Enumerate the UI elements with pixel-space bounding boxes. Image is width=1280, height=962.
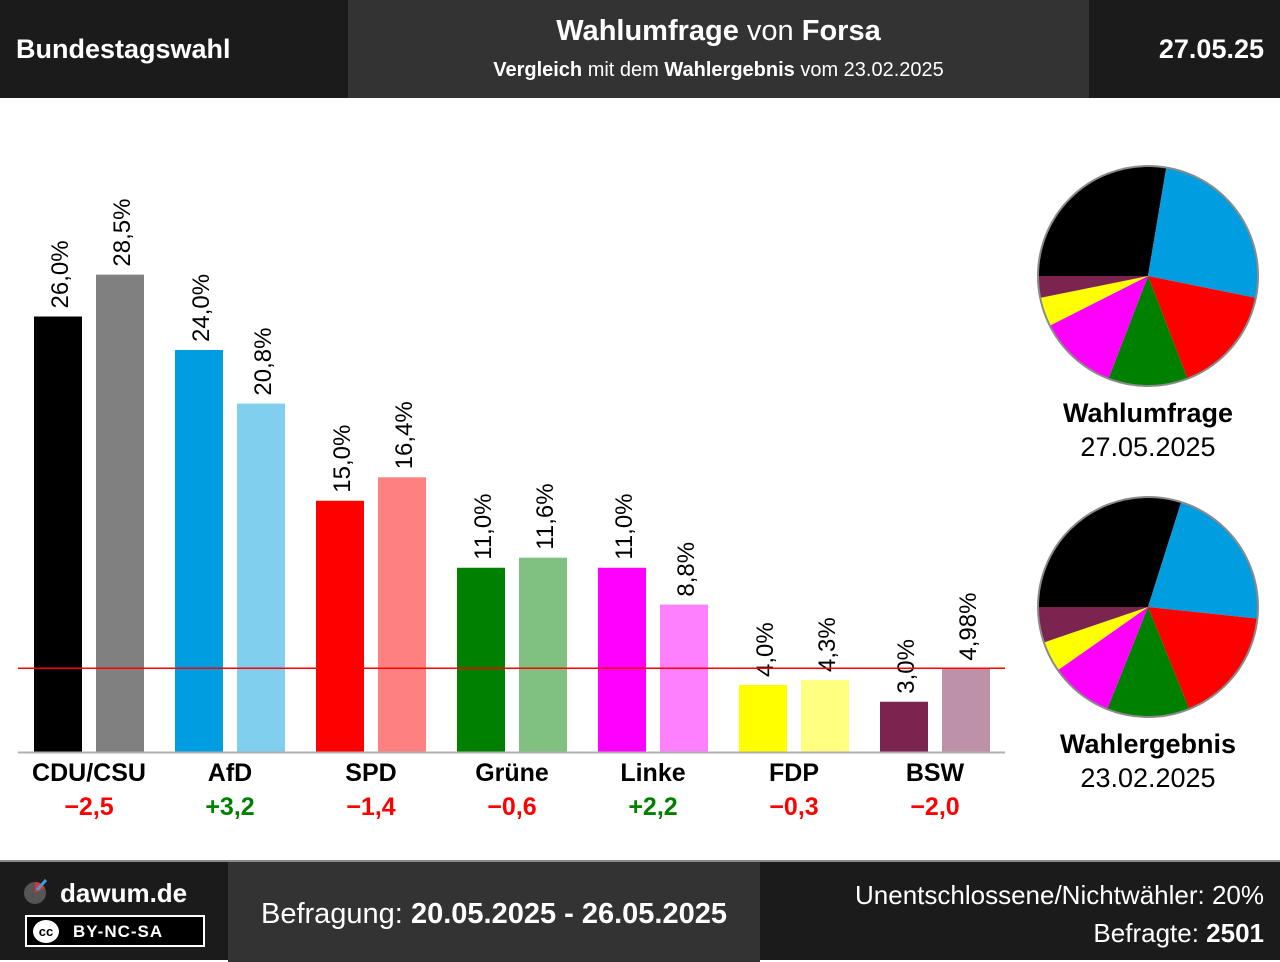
category-label: SPD <box>345 759 396 787</box>
pie-outline <box>1037 165 1259 387</box>
page-subtitle: Vergleich mit dem Wahlergebnis vom 23.02… <box>348 59 1089 82</box>
pie-charts: Wahlumfrage 27.05.2025 Wahlergebnis 23.02.2… <box>1037 165 1259 793</box>
title-poll: Wahlumfrage <box>556 15 739 47</box>
pie-slice-afd <box>1148 167 1258 298</box>
cc-icon: cc <box>33 920 59 943</box>
diff-label: −0,6 <box>487 793 536 821</box>
region-title: Bundestagswahl <box>16 34 231 64</box>
bar-cdu-csu-result <box>96 274 144 752</box>
category-label: Linke <box>620 759 685 787</box>
pie-slice-linke <box>1057 607 1148 710</box>
data-label: 8,8% <box>673 542 700 597</box>
data-label: 20,8% <box>250 328 277 396</box>
bar-chart: 26,0% 28,5% CDU/CSU −2,5 24,0% 20,8% AfD +3,2 15… <box>18 199 1005 821</box>
data-label: 4,98% <box>955 593 982 661</box>
bar-gr-ne-result <box>519 557 567 752</box>
bar-cdu-csu-poll <box>34 316 82 752</box>
bar-bsw-poll <box>880 701 928 752</box>
bar-linke-result <box>660 604 708 752</box>
diff-label: +2,2 <box>628 793 677 821</box>
data-label: 11,0% <box>470 493 497 559</box>
header-title-panel: Wahlumfrage von Forsa Vergleich mit dem … <box>348 0 1089 98</box>
bar-afd-result <box>237 403 285 752</box>
license-text: BY-NC-SA <box>73 922 164 941</box>
pie-slice-spd <box>1148 276 1256 379</box>
title-institute: Forsa <box>801 15 881 47</box>
undecided-text: Unentschlossene/Nichtwähler: 20% <box>855 880 1264 910</box>
diff-label: −0,3 <box>769 793 818 821</box>
category-label: Grüne <box>475 759 549 787</box>
category-label: CDU/CSU <box>32 759 146 787</box>
bar-spd-poll <box>316 500 364 752</box>
survey-panel: Befragung: 20.05.2025 - 26.05.2025 <box>228 862 760 962</box>
respondents-count: 2501 <box>1206 918 1264 948</box>
pie-slice-afd <box>1148 502 1258 619</box>
subtitle-part-2: mit dem <box>582 59 665 81</box>
bar-fdp-poll <box>739 685 787 752</box>
header-date-panel: 27.05.25 <box>1089 0 1280 98</box>
bar-gr-ne-poll <box>457 567 505 752</box>
subtitle-part-3: Wahlergebnis <box>664 59 795 81</box>
respondents-label: Befragte: <box>1093 918 1207 948</box>
data-label: 24,0% <box>188 274 215 342</box>
license-badge[interactable]: cc BY-NC-SA <box>25 915 205 947</box>
pie-slice-spd <box>1148 607 1258 709</box>
subtitle-part-4: vom 23.02.2025 <box>794 59 944 81</box>
pie-slice-fdp <box>1040 276 1148 326</box>
pie-slice-bsw <box>1038 607 1148 643</box>
survey-dates: 20.05.2025 - 26.05.2025 <box>410 898 727 930</box>
data-label: 11,6% <box>532 483 559 549</box>
brand-link[interactable]: dawum.de <box>60 878 188 908</box>
pie-date: 27.05.2025 <box>1080 432 1215 462</box>
respondents: Befragte: 2501 <box>1093 918 1264 949</box>
diff-label: −2,5 <box>64 793 113 821</box>
data-label: 4,3% <box>814 617 841 672</box>
data-label: 16,4% <box>391 401 418 469</box>
title-connector: von <box>738 15 802 47</box>
header-date: 27.05.25 <box>1158 34 1264 64</box>
data-label: 28,5% <box>109 199 136 267</box>
dawum-logo-icon <box>24 878 48 904</box>
pie-title: Wahlumfrage <box>1063 398 1233 428</box>
survey-label: Befragung: <box>260 898 411 930</box>
bar-bsw-result <box>942 668 990 752</box>
bar-linke-poll <box>598 567 646 752</box>
pie-slice-gr-ne <box>1107 607 1190 717</box>
chart: 26,0% 28,5% CDU/CSU −2,5 24,0% 20,8% AfD +3,2 15… <box>18 165 1259 821</box>
pie-slice-bsw <box>1038 276 1148 298</box>
diff-label: −2,0 <box>910 793 959 821</box>
data-label: 15,0% <box>329 425 356 493</box>
pie-slice-cdu-csu <box>1038 166 1167 276</box>
pie-title: Wahlergebnis <box>1060 729 1236 759</box>
data-label: 26,0% <box>47 240 74 308</box>
pie-slice-gr-ne <box>1108 276 1188 387</box>
survey-period: Befragung: 20.05.2025 - 26.05.2025 <box>228 898 760 931</box>
subtitle-part-1: Vergleich <box>493 59 583 81</box>
pie-slice-fdp <box>1043 607 1148 671</box>
bar-fdp-result <box>801 679 849 752</box>
data-label: 3,0% <box>893 639 920 694</box>
pie-slice-linke <box>1049 276 1148 379</box>
category-label: AfD <box>208 759 252 787</box>
page-title: Wahlumfrage von Forsa <box>348 15 1089 48</box>
diff-label: +3,2 <box>205 793 254 821</box>
bar-spd-result <box>378 477 426 752</box>
category-label: BSW <box>906 759 965 787</box>
header-region-panel: Bundestagswahl <box>0 0 348 98</box>
pie-outline <box>1037 496 1259 718</box>
data-label: 11,0% <box>611 493 638 559</box>
diff-label: −1,4 <box>346 793 395 821</box>
category-label: FDP <box>769 759 819 787</box>
header: Bundestagswahl Wahlumfrage von Forsa Ver… <box>0 0 1280 98</box>
footer: dawum.de cc BY-NC-SA Befragung: 20.05.20… <box>0 860 1280 962</box>
pie-slice-cdu-csu <box>1038 496 1182 607</box>
pie-date: 23.02.2025 <box>1080 763 1215 793</box>
bar-afd-poll <box>175 350 223 752</box>
